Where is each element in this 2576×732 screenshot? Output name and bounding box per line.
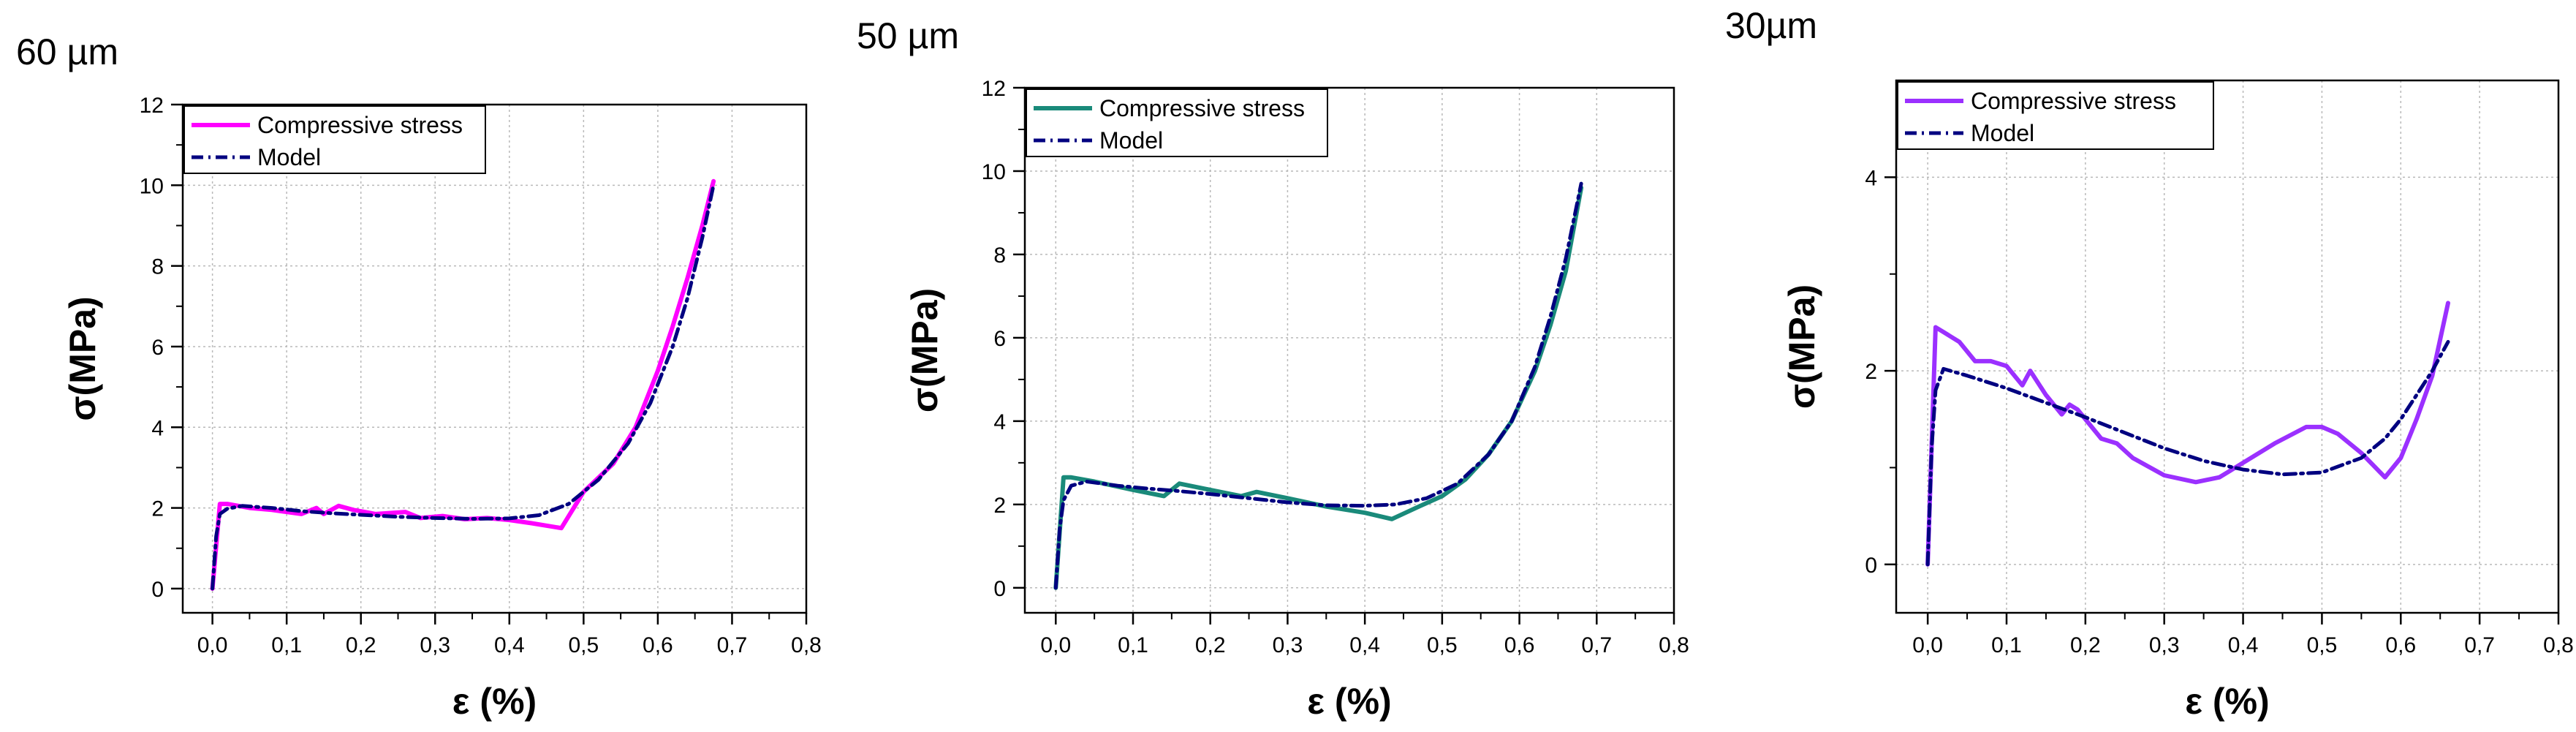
x-tick-label: 0,0: [197, 633, 228, 657]
x-tick-label: 0,2: [1195, 633, 1226, 657]
y-tick-label: 2: [993, 494, 1006, 518]
y-tick-label: 6: [993, 327, 1006, 351]
legend-label: Compressive stress: [1971, 88, 2176, 114]
series-line-compressive-stress: [1053, 185, 1584, 590]
panel-title: 30µm: [1725, 5, 1817, 46]
legend-label: Model: [1971, 120, 2034, 146]
x-tick-label: 0,0: [1912, 633, 1943, 657]
y-tick-label: 2: [1865, 360, 1877, 384]
x-axis-label: ε (%): [1307, 681, 1391, 722]
x-tick-label: 0,6: [1504, 633, 1535, 657]
y-tick-label: 10: [140, 174, 164, 198]
x-tick-label: 0,3: [1273, 633, 1303, 657]
y-axis-label: σ(MPa): [1781, 284, 1822, 409]
y-tick-label: 8: [151, 255, 164, 279]
x-tick-label: 0,1: [1991, 633, 2022, 657]
chart-panel-2: 0,0 0,1 0,2 0,3 0,4 0,5 0,6 0,7 0,8 0 2 4 6 8 10 12 ε (%…: [857, 15, 1689, 722]
x-tick-label: 0,7: [2464, 633, 2495, 657]
x-tick-label: 0,4: [1349, 633, 1380, 657]
y-tick-label: 0: [151, 578, 164, 602]
y-tick-label: 12: [982, 77, 1006, 101]
panel-title: 60 µm: [16, 31, 118, 72]
legend-label: Model: [1099, 127, 1163, 154]
plot-frame: [181, 103, 808, 614]
panel-title: 50 µm: [857, 15, 959, 56]
y-tick-label: 4: [151, 416, 164, 440]
x-tick-label: 0,6: [2385, 633, 2416, 657]
series-line-model: [211, 183, 716, 591]
plot-frame: [1895, 79, 2560, 614]
y-axis-label: σ(MPa): [62, 296, 103, 420]
y-axis-label: σ(MPa): [904, 288, 945, 412]
series-line-model: [1925, 339, 2450, 567]
x-tick-label: 0,7: [717, 633, 748, 657]
y-tick-label: 10: [982, 160, 1006, 184]
x-tick-label: 0,8: [2543, 633, 2574, 657]
x-tick-label: 0,2: [346, 633, 376, 657]
x-tick-label: 0,7: [1581, 633, 1612, 657]
x-tick-label: 0,3: [420, 633, 450, 657]
legend-label: Compressive stress: [257, 112, 463, 138]
y-tick-label: 0: [993, 577, 1006, 601]
x-tick-label: 0,0: [1040, 633, 1071, 657]
series-line-compressive-stress: [1925, 301, 2450, 567]
x-tick-label: 0,5: [2307, 633, 2338, 657]
series-line-model: [1053, 181, 1583, 590]
plot-frame: [1023, 86, 1675, 614]
y-tick-label: 12: [140, 94, 164, 118]
y-tick-label: 2: [151, 497, 164, 521]
x-tick-label: 0,5: [1427, 633, 1458, 657]
x-tick-label: 0,3: [2149, 633, 2180, 657]
y-tick-label: 4: [993, 410, 1006, 434]
x-tick-label: 0,8: [791, 633, 822, 657]
y-tick-label: 0: [1865, 554, 1877, 578]
x-tick-label: 0,5: [568, 633, 599, 657]
legend-box: [1026, 88, 1328, 157]
x-tick-label: 0,6: [643, 633, 673, 657]
legend-label: Compressive stress: [1099, 95, 1305, 121]
legend-label: Model: [257, 144, 321, 170]
x-axis-label: ε (%): [2185, 681, 2269, 722]
x-tick-label: 0,4: [494, 633, 525, 657]
x-tick-label: 0,2: [2070, 633, 2101, 657]
x-axis-label: ε (%): [452, 681, 537, 722]
legend-box: [1897, 81, 2214, 150]
x-tick-label: 0,1: [1118, 633, 1148, 657]
y-tick-label: 8: [993, 244, 1006, 268]
y-tick-label: 6: [151, 336, 164, 360]
series-line-compressive-stress: [210, 178, 716, 591]
legend-box: [183, 105, 486, 174]
x-tick-label: 0,4: [2228, 633, 2259, 657]
chart-panel-3: 0,0 0,1 0,2 0,3 0,4 0,5 0,6 0,7 0,8 0 2 4 ε (%) σ(MPa…: [1725, 5, 2574, 722]
y-tick-label: 4: [1865, 166, 1877, 190]
chart-panel-1: 0,0 0,1 0,2 0,3 0,4 0,5 0,6 0,7 0,8 0 2 4 6 8 10 12 ε (%…: [16, 31, 822, 722]
x-tick-label: 0,8: [1659, 633, 1689, 657]
x-tick-label: 0,1: [271, 633, 302, 657]
